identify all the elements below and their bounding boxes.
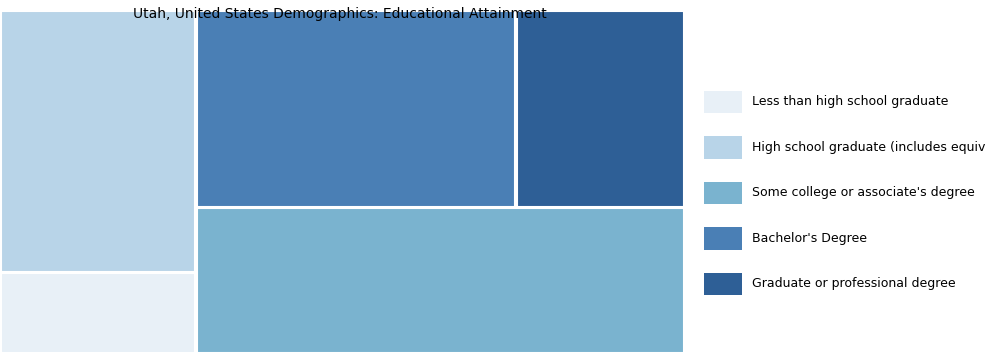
Text: Some college or associate's degree: Some college or associate's degree xyxy=(752,186,974,199)
Bar xyxy=(1,273,195,353)
Text: High school graduate (includes equivalency): High school graduate (includes equivalen… xyxy=(752,141,985,154)
Bar xyxy=(704,182,742,204)
Bar xyxy=(1,11,195,272)
Bar xyxy=(704,227,742,250)
Bar xyxy=(704,136,742,159)
Text: Bachelor's Degree: Bachelor's Degree xyxy=(752,232,867,245)
Bar xyxy=(197,208,684,353)
Bar xyxy=(517,11,684,207)
Bar xyxy=(197,11,515,207)
Bar xyxy=(704,273,742,295)
Text: Less than high school graduate: Less than high school graduate xyxy=(752,95,948,108)
Text: Graduate or professional degree: Graduate or professional degree xyxy=(752,277,955,290)
Text: Utah, United States Demographics: Educational Attainment: Utah, United States Demographics: Educat… xyxy=(133,7,547,21)
Bar xyxy=(704,91,742,113)
